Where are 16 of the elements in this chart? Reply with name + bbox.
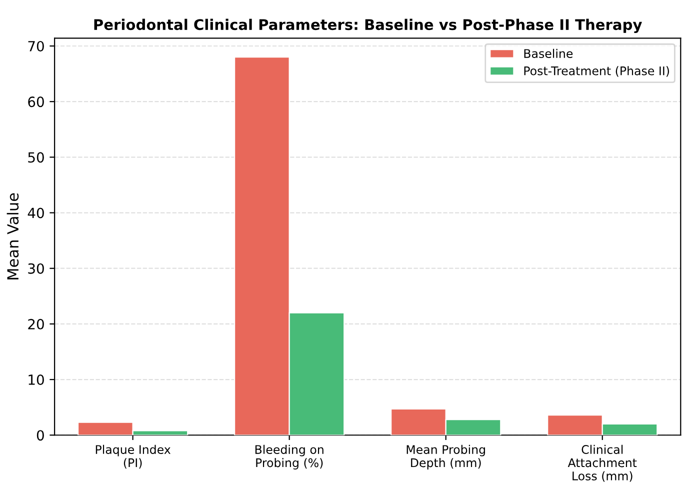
x-tick-label: Clinical Attachment Loss (mm) [568, 444, 637, 482]
y-tick-label: 40 [28, 208, 44, 218]
x-tick-label: Bleeding on Probing (%) [255, 444, 324, 470]
y-tick-label: 0 [36, 430, 44, 441]
legend-label: Post-Treatment (Phase II) [524, 66, 669, 77]
y-tick-label: 20 [28, 318, 44, 330]
y-tick-label: 50 [28, 152, 44, 163]
chart-title: Periodontal Clinical Parameters: Baseline vs Post-Phase II Therapy [94, 18, 642, 34]
y-tick-label: 30 [28, 263, 44, 274]
y-tick-label: 10 [28, 374, 44, 386]
x-tick-label: Plaque Index (PI) [96, 444, 170, 469]
x-tick-label: Mean Probing Depth (mm) [406, 444, 485, 470]
legend-label: Baseline [524, 48, 573, 58]
y-axis-title: Mean Value [6, 193, 19, 280]
y-tick-label: 60 [28, 96, 44, 108]
y-tick-label: 70 [28, 40, 44, 52]
